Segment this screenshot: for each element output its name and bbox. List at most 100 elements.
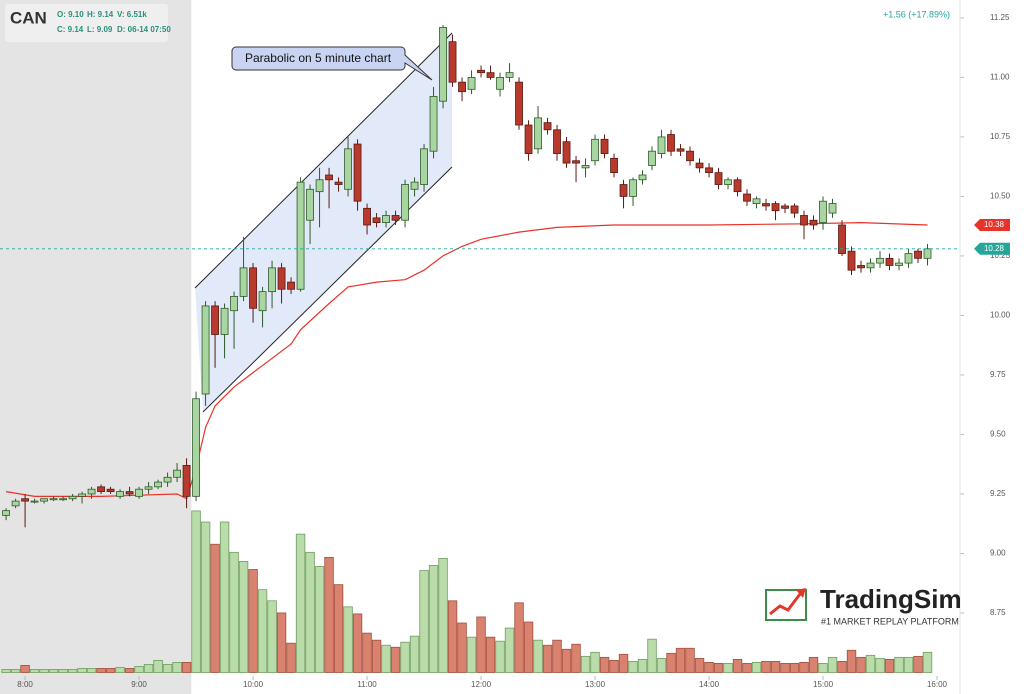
candle-body xyxy=(496,77,504,90)
volume-bar xyxy=(191,510,201,673)
y-tick-label: 11.25 xyxy=(990,13,1010,22)
annotation-box xyxy=(231,46,433,81)
candle-body xyxy=(173,469,181,478)
volume-bar xyxy=(115,667,125,673)
volume-bar xyxy=(267,600,277,673)
candle-body xyxy=(762,203,770,207)
candle-body xyxy=(743,193,751,202)
volume-bar xyxy=(685,647,695,673)
volume-bar xyxy=(67,669,78,673)
info-label: D: 06-14 07:50 xyxy=(117,25,171,34)
y-tick-label: 9.50 xyxy=(990,430,1006,439)
candle-body xyxy=(705,167,713,174)
volume-bar xyxy=(39,669,49,673)
candle-body xyxy=(819,200,827,224)
candle-body xyxy=(429,96,438,152)
candle-body xyxy=(211,305,219,335)
candle-body xyxy=(638,174,647,181)
volume-bar xyxy=(162,664,173,673)
y-tick-label: 10.25 xyxy=(990,251,1011,260)
volume-bar xyxy=(1,669,11,673)
candle-body xyxy=(724,179,732,185)
candle-body xyxy=(363,207,371,226)
volume-bar xyxy=(552,639,562,673)
volume-bar xyxy=(675,647,686,673)
candle-body xyxy=(249,267,257,309)
candle-body xyxy=(543,122,552,131)
candle-body xyxy=(68,495,77,500)
candle-body xyxy=(30,500,39,503)
candle-body xyxy=(733,179,742,193)
logo: TradingSim #1 MARKET REPLAY PLATFORM xyxy=(765,584,962,626)
candle-body xyxy=(676,148,685,152)
brand: TradingSim xyxy=(820,584,962,614)
volume-bar xyxy=(29,669,40,673)
symbol: CAN xyxy=(10,8,47,27)
channel-fill xyxy=(195,33,452,412)
candle-body xyxy=(904,253,913,264)
candle-body xyxy=(923,248,932,259)
candle-body xyxy=(144,486,153,490)
volume-bar xyxy=(837,660,847,673)
volume-bar xyxy=(457,622,467,673)
candle-body xyxy=(809,219,818,226)
candle-body xyxy=(344,148,352,190)
volume-bar xyxy=(742,663,752,673)
candle-body xyxy=(258,291,267,312)
volume-bar xyxy=(571,643,581,673)
y-tick-label: 9.00 xyxy=(990,549,1006,558)
candle-body xyxy=(667,134,675,152)
x-tick-label: 14:00 xyxy=(699,680,720,689)
info-label: O: 9.10 xyxy=(57,10,84,19)
x-tick-label: 11:00 xyxy=(357,680,377,689)
x-tick-label: 12:00 xyxy=(471,680,492,689)
candle-body xyxy=(838,224,846,254)
volume-bar xyxy=(333,584,344,673)
volume-bar xyxy=(713,663,724,673)
volume-bar xyxy=(77,668,87,673)
volume-bar xyxy=(20,665,30,673)
candle-body xyxy=(458,81,466,93)
y-tick-label: 10.75 xyxy=(990,132,1011,141)
volume-bar xyxy=(10,669,21,673)
volume-bar xyxy=(210,543,220,673)
candle-body xyxy=(553,129,561,154)
candle-body xyxy=(125,491,134,495)
volume-bar xyxy=(761,660,771,673)
info-label: V: 6.51k xyxy=(117,10,147,19)
volume-bar xyxy=(789,663,800,673)
volume-bar xyxy=(371,639,382,673)
info-label: L: 9.09 xyxy=(87,25,113,34)
volume-bar xyxy=(875,657,885,673)
candle-body xyxy=(116,491,124,497)
volume-bar xyxy=(694,657,705,673)
volume-bar xyxy=(533,639,543,673)
candle-body xyxy=(49,498,58,501)
volume-bar xyxy=(618,653,629,673)
candle-body xyxy=(315,179,324,193)
x-tick-label: 13:00 xyxy=(585,680,606,689)
vwap-line xyxy=(6,221,928,500)
volume-bar xyxy=(343,606,353,673)
candle-body xyxy=(914,250,922,259)
candle-body xyxy=(21,498,29,502)
price-badge-label: 10.28 xyxy=(984,244,1005,253)
x-tick-label: 8:00 xyxy=(17,680,33,689)
volume-bar xyxy=(476,616,486,673)
candle-body xyxy=(486,72,495,78)
candle-body xyxy=(239,267,248,297)
candle-body xyxy=(40,498,48,502)
volume-bar xyxy=(485,636,496,673)
candle-body xyxy=(619,184,628,197)
volume-bar xyxy=(238,561,249,673)
candle-body xyxy=(695,162,704,169)
volume-bar xyxy=(599,656,610,673)
volume-bar xyxy=(732,658,743,673)
volume-bar xyxy=(305,551,315,673)
volume-bar xyxy=(856,656,866,673)
volume-bar xyxy=(827,656,838,673)
volume-bar xyxy=(381,644,391,673)
volume-bar xyxy=(590,651,600,673)
volume-bar xyxy=(609,659,619,673)
x-tick-label: 10:00 xyxy=(243,680,264,689)
